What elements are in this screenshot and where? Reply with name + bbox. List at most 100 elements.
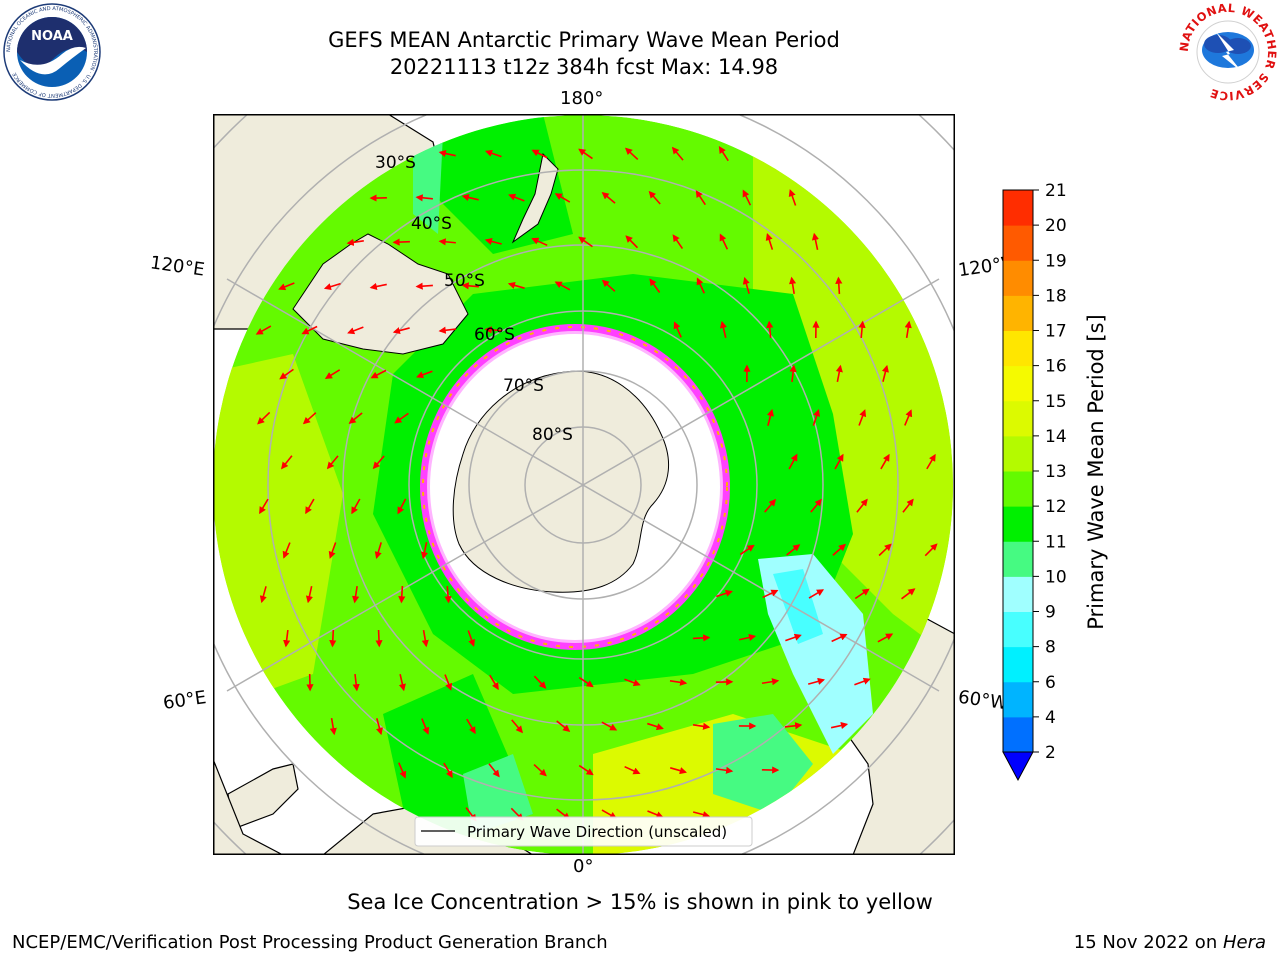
lat-label-40s: 40°S (411, 214, 452, 234)
lat-label-60s: 60°S (474, 325, 515, 345)
wave-arrow (305, 586, 313, 604)
wave-arrow (466, 718, 476, 735)
wave-arrow (671, 146, 684, 161)
wave-arrow (348, 412, 363, 424)
wave-arrow (904, 320, 912, 339)
colorbar-tick-label: 2 (1045, 743, 1056, 763)
wave-arrow (301, 325, 318, 335)
lon-label-0: 0° (573, 856, 594, 877)
wave-arrow (624, 147, 639, 161)
colorbar-segment (1003, 190, 1033, 226)
wave-arrow (507, 281, 525, 289)
lat-label-50s: 50°S (444, 271, 485, 291)
wave-arrow (624, 678, 641, 687)
colorbar-segment (1003, 400, 1033, 437)
wave-arrow (438, 150, 456, 158)
wave-arrow (556, 720, 571, 732)
colorbar-tick-label: 6 (1045, 673, 1056, 693)
footer-date-text: 15 Nov 2022 on (1073, 932, 1223, 953)
wave-arrow (467, 630, 476, 647)
sea-ice-note: Sea Ice Concentration > 15% is shown in … (347, 890, 933, 914)
colorbar-segment (1003, 576, 1033, 612)
colorbar-segment (1003, 681, 1033, 718)
nws-logo: NATIONAL WEATHER SERVICE (1178, 2, 1278, 102)
colorbar-segment (1003, 435, 1033, 472)
wave-arrow (647, 810, 664, 819)
graticule (213, 114, 955, 855)
wave-arrow (346, 238, 364, 246)
wave-arrow (669, 678, 688, 686)
colorbar-segment (1003, 471, 1033, 507)
wave-arrow (765, 233, 774, 250)
colorbar-tick-label: 18 (1045, 286, 1067, 306)
colorbar-segment (1003, 506, 1033, 542)
wave-arrow (834, 453, 844, 470)
wave-arrow (533, 763, 547, 777)
wave-arrow (255, 325, 272, 335)
wave-arrow (347, 326, 364, 335)
footer-host: Hera (1222, 932, 1266, 953)
wave-arrow (421, 718, 430, 735)
noaa-logo-text: NOAA (31, 29, 73, 44)
wave-arrow (376, 718, 383, 736)
wave-arrow (692, 722, 711, 730)
wave-arrow (485, 149, 502, 158)
wave-arrow (786, 544, 801, 556)
wave-arrow (904, 409, 913, 426)
wave-arrow (761, 678, 780, 686)
colorbar-segment (1003, 716, 1033, 753)
wave-arrow (488, 763, 500, 778)
colorbar-segment (1003, 541, 1033, 577)
colorbar-segment (1003, 646, 1033, 683)
footer-date: 15 Nov 2022 on Hera (1074, 932, 1266, 953)
wave-arrow (259, 586, 267, 604)
legend-label: Primary Wave Direction (unscaled) (467, 823, 727, 841)
wave-arrow (554, 193, 571, 203)
wave-arrow (812, 409, 821, 426)
wave-arrow (785, 633, 802, 642)
wave-arrow (511, 719, 524, 734)
wave-arrow (533, 675, 547, 689)
wave-arrow (329, 629, 337, 648)
wave-arrow (902, 498, 914, 513)
colorbar-tick-label: 4 (1045, 708, 1056, 728)
wave-arrow (531, 149, 548, 159)
lat-label-70s: 70°S (503, 376, 544, 396)
lon-label-180: 180° (560, 88, 604, 109)
wave-arrow (397, 498, 407, 515)
wave-arrow (398, 674, 406, 692)
wave-arrow (808, 589, 825, 599)
wave-arrow (718, 146, 729, 162)
wave-arrow (578, 148, 593, 160)
colorbar-tick-label: 16 (1045, 357, 1067, 377)
wave-arrow (257, 411, 271, 425)
wave-arrow (398, 762, 407, 779)
wave-arrow (624, 765, 641, 775)
wave-arrow (461, 193, 479, 202)
colorbar-label: Primary Wave Mean Period [s] (1084, 314, 1108, 630)
wave-arrow (789, 276, 797, 295)
wave-arrow (856, 498, 868, 513)
wave-arrow (738, 633, 757, 642)
wave-arrow (766, 320, 774, 339)
wave-arrow (762, 589, 779, 599)
colorbar-segment (1003, 365, 1033, 402)
wave-arrow (719, 320, 727, 338)
map-frame (213, 114, 955, 855)
wave-arrow (352, 673, 360, 692)
wave-arrow (719, 233, 729, 250)
wave-arrow (672, 234, 684, 250)
wave-arrow (924, 543, 938, 557)
wave-arrow (375, 629, 383, 648)
wave-arrow (669, 767, 687, 775)
colorbar-tick-label: 9 (1045, 603, 1056, 623)
wave-arrow (278, 282, 295, 291)
wave-arrow (461, 282, 479, 290)
wave-arrow (421, 629, 429, 648)
colorbar-tick-label: 13 (1045, 462, 1067, 482)
lat-label-80s: 80°S (532, 425, 573, 445)
colorbar-segment (1003, 611, 1033, 648)
wave-arrow (302, 412, 317, 425)
wave-arrow (811, 232, 819, 250)
wave-arrow (854, 588, 870, 600)
